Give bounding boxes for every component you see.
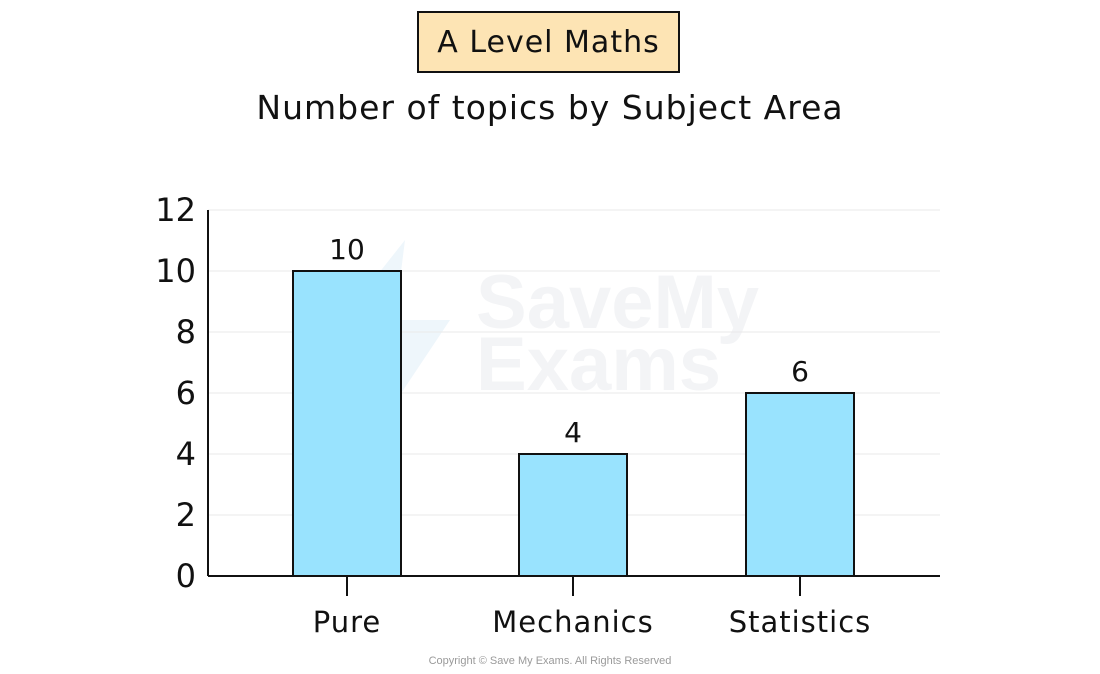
y-tick-label: 12 — [155, 191, 196, 229]
data-label-mechanics: 4 — [564, 416, 582, 449]
y-tick-label: 2 — [176, 496, 196, 534]
y-tick-label: 4 — [176, 435, 196, 473]
x-tick-label-pure: Pure — [313, 605, 382, 639]
watermark: SaveMy Exams — [476, 260, 760, 407]
copyright-text: Copyright © Save My Exams. All Rights Re… — [428, 655, 672, 667]
data-labels: 10 4 6 — [329, 233, 809, 449]
y-tick-label: 8 — [176, 313, 196, 351]
watermark-line-2: Exams — [476, 322, 722, 407]
x-axis-ticks — [346, 576, 801, 596]
y-tick-label: 6 — [176, 374, 196, 412]
chart-title: Number of topics by Subject Area — [256, 88, 844, 127]
x-tick-label-mechanics: Mechanics — [492, 605, 653, 639]
y-tick-label: 10 — [155, 252, 196, 290]
bar-pure — [292, 270, 402, 577]
data-label-pure: 10 — [329, 233, 365, 266]
subject-badge: A Level Maths — [417, 11, 680, 73]
data-label-statistics: 6 — [791, 355, 809, 388]
bar-mechanics — [518, 453, 628, 577]
subject-badge-label: A Level Maths — [437, 24, 660, 60]
x-tick-label-statistics: Statistics — [729, 605, 872, 639]
watermark-line-1: SaveMy — [476, 260, 760, 345]
x-axis-category-labels: Pure Mechanics Statistics — [313, 605, 872, 639]
y-tick-label: 0 — [176, 557, 196, 595]
chart-bars — [292, 270, 855, 577]
bar-statistics — [745, 392, 855, 577]
y-axis-tick-labels: 0 2 4 6 8 10 12 — [155, 191, 196, 595]
